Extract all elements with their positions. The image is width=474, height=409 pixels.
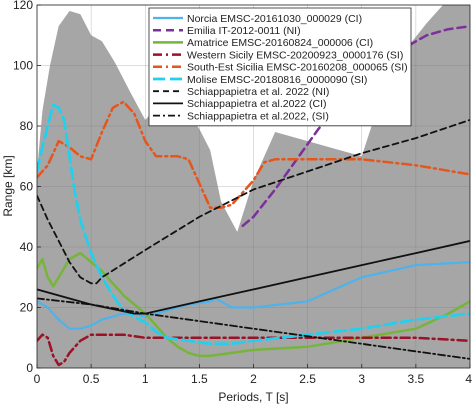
legend-label-8: Schiappapietra et al.2022 (CI) — [187, 98, 327, 110]
x-axis-label: Periods, T [s] — [218, 390, 288, 404]
legend-label-2: Emilia IT-2012-0011 (NI) — [187, 25, 301, 37]
y-tick-label: 40 — [20, 240, 34, 254]
series-line-8 — [37, 239, 470, 315]
legend-label-9: Schiappapietra et al.2022, (SI) — [187, 110, 329, 122]
x-tick-label: 3.5 — [408, 372, 425, 386]
x-tick-label: 1 — [142, 372, 149, 386]
legend-label-5: South-Est Sicilia EMSC-20160208_000065 (… — [187, 62, 408, 74]
x-tick-label: 0.5 — [83, 372, 100, 386]
x-tick-labels: 0 0.5 1 1.5 2 2.5 3 3.5 4 — [34, 372, 473, 386]
y-tick-label: 20 — [20, 301, 34, 315]
plot-frame — [36, 4, 471, 369]
y-tick-labels: 0 20 40 60 80 100 120 — [13, 0, 33, 375]
legend-label-6: Molise EMSC-20180816_0000090 (SI) — [187, 74, 367, 86]
y-axis-label: Range [km] — [1, 155, 15, 216]
legend-box — [148, 7, 412, 127]
x-tick-label: 1.5 — [191, 372, 208, 386]
y-tick-label: 60 — [20, 180, 34, 194]
legend-label-1: Norcia EMSC-20161030_000029 (CI) — [187, 13, 362, 25]
series-line-5 — [37, 100, 470, 209]
y-tick-label: 100 — [13, 59, 33, 73]
series-line-3 — [37, 251, 470, 358]
y-tick-label: 0 — [26, 361, 33, 375]
x-tick-label: 0 — [34, 372, 41, 386]
legend-label-3: Amatrice EMSC-20160824_000006 (CI) — [187, 37, 373, 49]
x-tick-label: 2.5 — [299, 372, 316, 386]
series-line-9 — [37, 297, 470, 360]
y-tick-label: 120 — [13, 0, 33, 12]
series-line-1 — [37, 261, 470, 330]
series-line-4 — [37, 333, 470, 367]
legend-label-7: Schiappapietra et al. 2022 (NI) — [187, 86, 329, 98]
x-tick-label: 4 — [465, 372, 472, 386]
x-tick-label: 3 — [358, 372, 365, 386]
legend-label-4: Western Sicily EMSC-20200923_0000176 (SI… — [187, 49, 403, 61]
legend: Norcia EMSC-20161030_000029 (CI)Emilia I… — [148, 7, 412, 127]
y-tick-label: 80 — [20, 119, 34, 133]
x-tick-label: 2 — [250, 372, 257, 386]
